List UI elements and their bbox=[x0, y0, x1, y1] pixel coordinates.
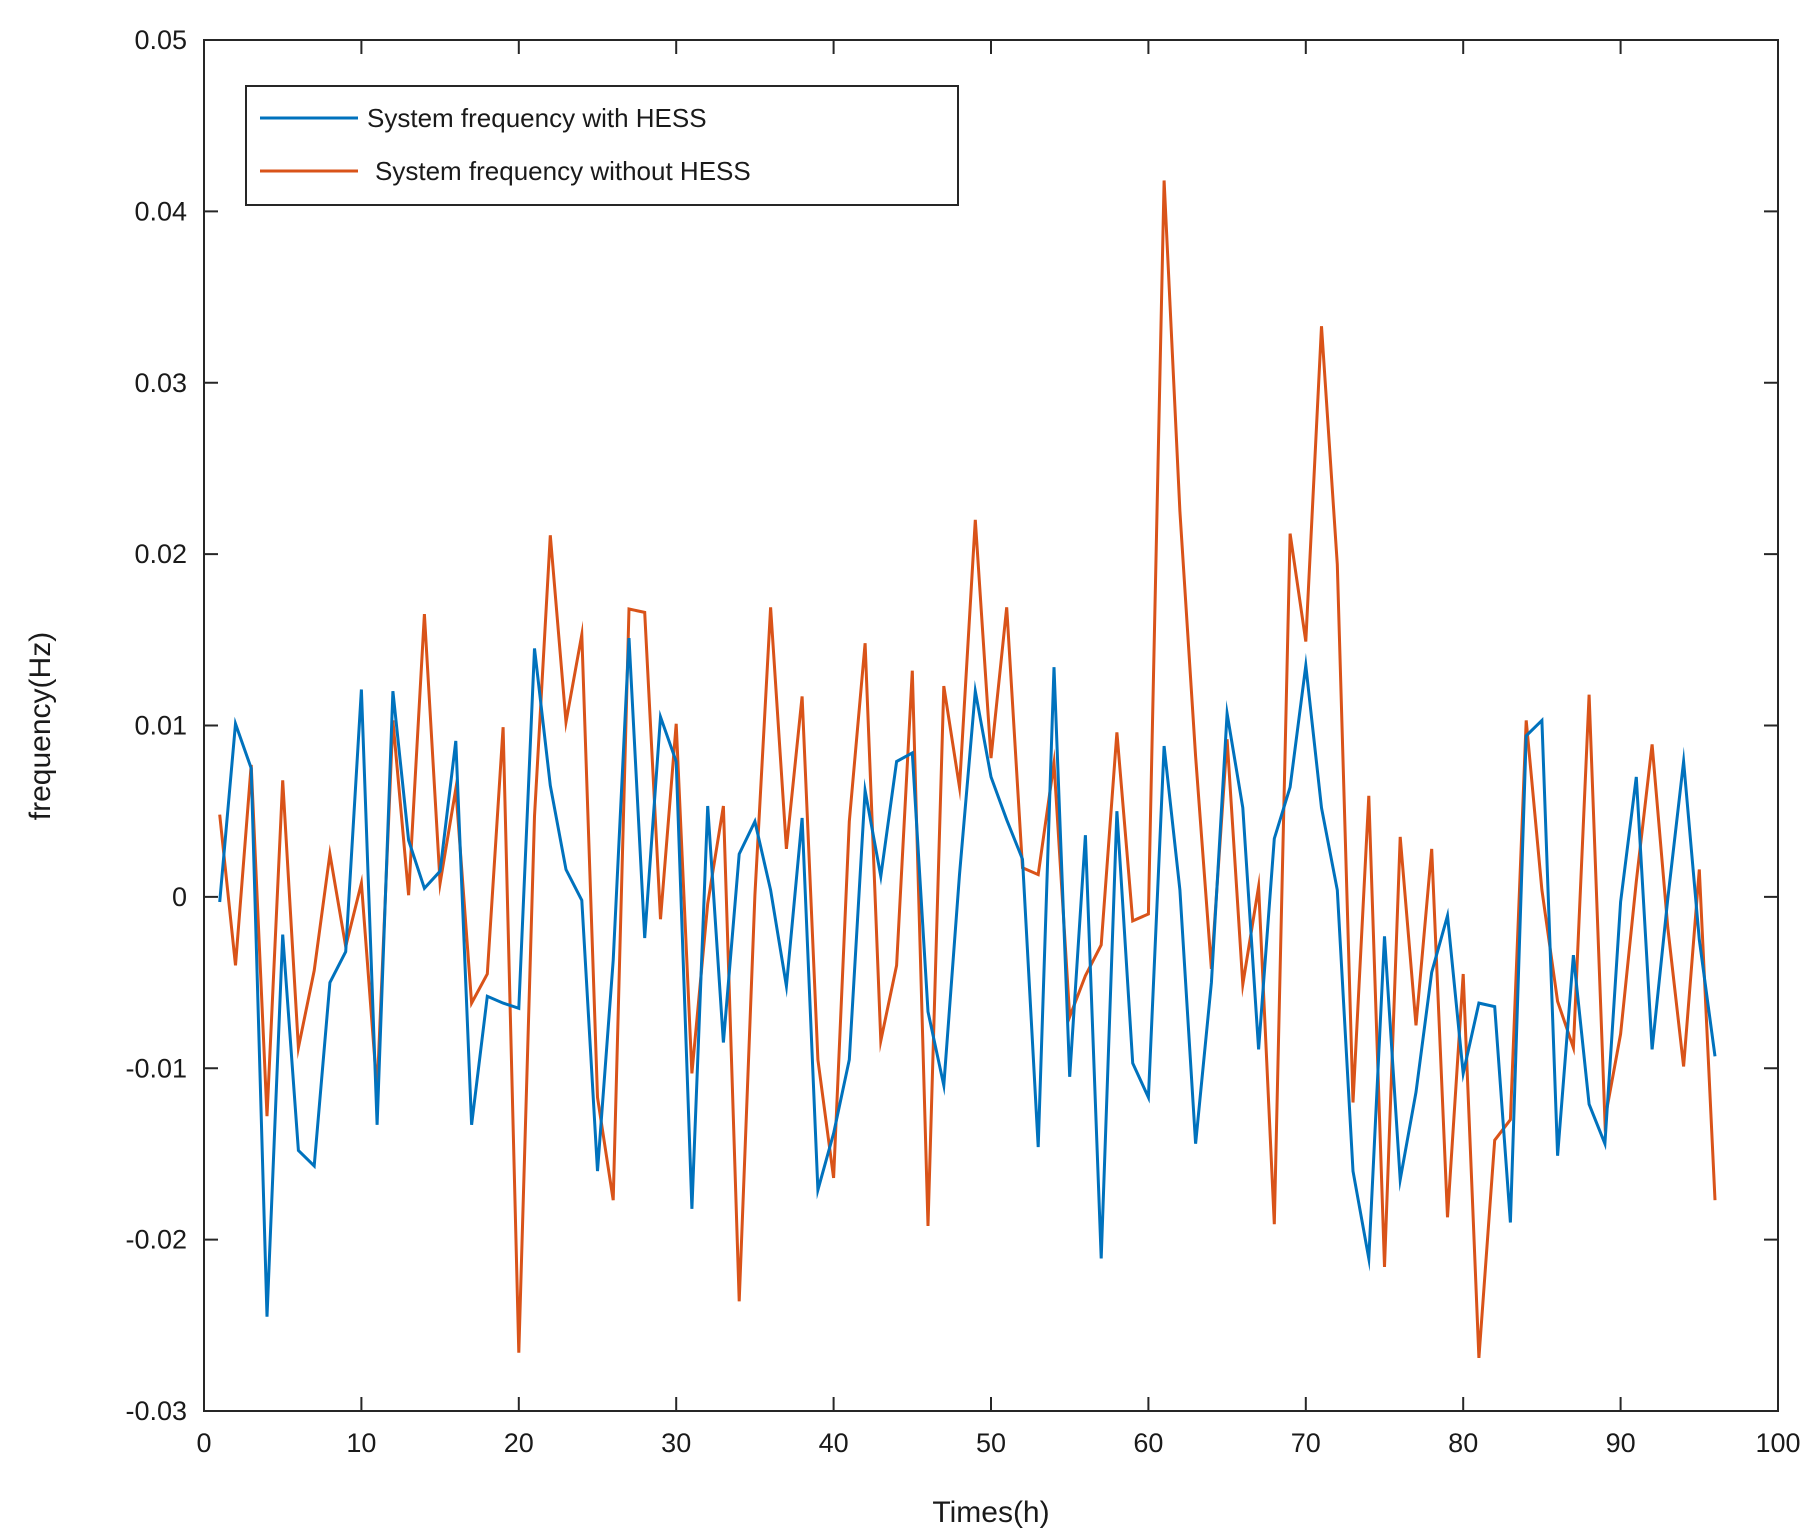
x-tick-label: 90 bbox=[1606, 1428, 1636, 1458]
y-tick-label: 0.03 bbox=[134, 368, 187, 398]
x-tick-label: 40 bbox=[819, 1428, 849, 1458]
series-layer bbox=[218, 180, 1717, 1359]
x-tick-label: 10 bbox=[346, 1428, 376, 1458]
y-tick-label: 0.05 bbox=[134, 25, 187, 55]
y-tick-label: -0.02 bbox=[125, 1225, 187, 1255]
legend: System frequency with HESS System freque… bbox=[245, 85, 959, 206]
y-tick-label: 0.01 bbox=[134, 711, 187, 741]
plot-area-background bbox=[204, 40, 1778, 1411]
x-tick-label: 60 bbox=[1133, 1428, 1163, 1458]
series-line-with-hess bbox=[218, 638, 1717, 1317]
y-tick-label: -0.03 bbox=[125, 1396, 187, 1426]
plot-area-border bbox=[203, 39, 1779, 1412]
x-tick-label: 100 bbox=[1755, 1428, 1800, 1458]
y-tick-label: 0 bbox=[172, 882, 187, 912]
y-tick-label: 0.04 bbox=[134, 196, 187, 226]
x-tick-label: 20 bbox=[504, 1428, 534, 1458]
legend-label-without-hess: System frequency without HESS bbox=[375, 156, 751, 186]
series-line-without-hess bbox=[218, 180, 1717, 1359]
x-axis-label: Times(h) bbox=[932, 1496, 1049, 1529]
x-tick-label: 50 bbox=[976, 1428, 1006, 1458]
y-axis-label: frequency(Hz) bbox=[24, 632, 57, 820]
x-tick-label: 80 bbox=[1448, 1428, 1478, 1458]
legend-box bbox=[245, 85, 959, 206]
x-tick-label: 0 bbox=[196, 1428, 211, 1458]
x-tick-label: 30 bbox=[661, 1428, 691, 1458]
y-tick-label: 0.02 bbox=[134, 539, 187, 569]
x-tick-label: 70 bbox=[1291, 1428, 1321, 1458]
legend-label-with-hess: System frequency with HESS bbox=[367, 103, 707, 133]
axis-ticks: 0 10 20 30 40 50 60 70 80 90 100 -0.03 -0.02 -0.01 0 0.… bbox=[125, 25, 1800, 1458]
y-tick-label: -0.01 bbox=[125, 1053, 187, 1083]
